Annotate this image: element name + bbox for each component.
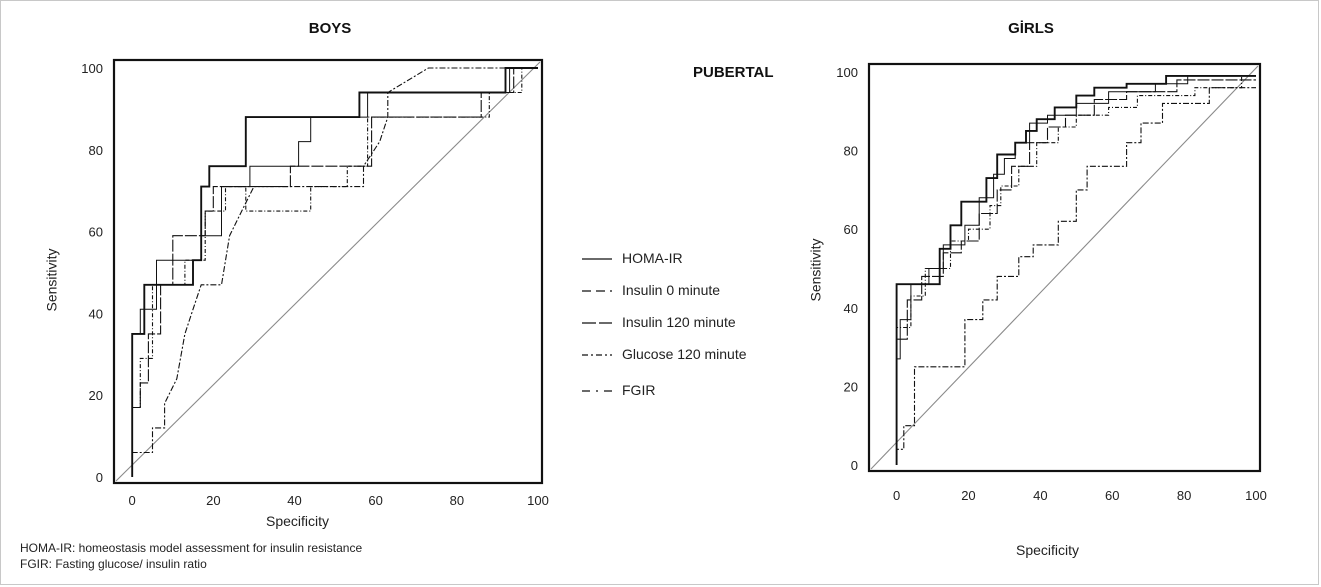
girls-ytick-label: 20	[844, 379, 858, 394]
boys-ytick-label: 100	[81, 61, 103, 76]
girls-xtick-label: 20	[961, 488, 975, 503]
boys-chart-title: BOYS	[308, 20, 352, 37]
legend-swatch-fgir	[582, 390, 612, 392]
legend-swatch-insulin-120	[582, 322, 612, 324]
legend-swatch-homa-ir	[582, 258, 612, 260]
boys-ytick-label: 80	[89, 143, 103, 158]
girls-xtick-label: 100	[1245, 488, 1267, 503]
girls-series-homa-ir	[895, 74, 1256, 465]
girls-ytick-label: 100	[836, 65, 858, 80]
boys-xtick-label: 80	[450, 493, 464, 508]
boys-xtick-label: 0	[129, 493, 136, 508]
boys-xtick-label: 100	[527, 493, 549, 508]
girls-chart-title: GİRLS	[1008, 20, 1054, 37]
legend-label: HOMA-IR	[622, 250, 683, 266]
boys-ytick-label: 20	[89, 388, 103, 403]
boys-ytick-label: 40	[89, 306, 103, 321]
footnote-homa-ir: HOMA-IR: homeostasis model assessment fo…	[20, 541, 363, 555]
girls-xtick-label: 80	[1177, 488, 1191, 503]
girls-series-insulin-120-minute	[896, 79, 1256, 465]
girls-series-fgir	[896, 75, 1256, 465]
girls-ytick-label: 80	[844, 144, 858, 159]
boys-ytick-label: 0	[96, 470, 103, 485]
legend-swatch-insulin-0	[582, 290, 612, 292]
girls-series-glucose-120-minute	[896, 87, 1256, 465]
boys-series-glucose-120-minute	[131, 67, 538, 477]
boys-ytick-label: 60	[89, 225, 103, 240]
legend-label: Insulin 120 minute	[622, 314, 736, 330]
girls-xtick-label: 0	[893, 488, 900, 503]
legend-label: FGIR	[622, 382, 656, 398]
boys-xtick-label: 60	[368, 493, 382, 508]
footnote-fgir: FGIR: Fasting glucose/ insulin ratio	[20, 557, 207, 571]
girls-ytick-label: 0	[851, 458, 858, 473]
girls-xtick-label: 60	[1105, 488, 1119, 503]
girls-xtick-label: 40	[1033, 488, 1047, 503]
legend-label: Glucose 120 minute	[622, 346, 747, 362]
boys-series-fgir	[131, 67, 538, 477]
girls-ytick-label: 60	[844, 222, 858, 237]
legend-swatch-glucose-120	[582, 354, 612, 356]
boys-reference-line	[115, 61, 541, 482]
girls-plot-area	[867, 62, 1262, 473]
girls-series-insulin-0-minute	[896, 75, 1256, 465]
boys-xtick-label: 20	[206, 493, 220, 508]
legend-label: Insulin 0 minute	[622, 282, 721, 298]
pubertal-subtitle: PUBERTAL	[693, 64, 774, 81]
girls-xlabel: Specificity	[1016, 542, 1080, 558]
girls-reference-line	[870, 65, 1259, 470]
girls-ytick-label: 40	[844, 301, 858, 316]
boys-plot-area	[112, 58, 544, 485]
boys-xtick-label: 40	[287, 493, 301, 508]
boys-xlabel: Specificity	[266, 513, 330, 529]
